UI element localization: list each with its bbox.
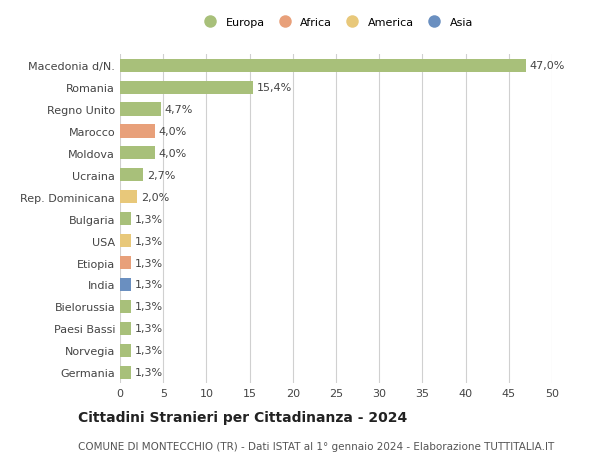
Bar	[120, 147, 155, 160]
Bar	[120, 278, 131, 291]
Bar	[120, 300, 131, 313]
Text: 4,0%: 4,0%	[158, 127, 186, 137]
Text: 2,0%: 2,0%	[141, 192, 169, 202]
Bar	[120, 103, 161, 116]
Text: 15,4%: 15,4%	[257, 83, 292, 93]
Bar	[120, 366, 131, 379]
Text: 1,3%: 1,3%	[134, 214, 163, 224]
Text: 4,7%: 4,7%	[164, 105, 193, 115]
Text: COMUNE DI MONTECCHIO (TR) - Dati ISTAT al 1° gennaio 2024 - Elaborazione TUTTITA: COMUNE DI MONTECCHIO (TR) - Dati ISTAT a…	[78, 441, 554, 451]
Text: 2,7%: 2,7%	[147, 170, 175, 180]
Bar	[120, 213, 131, 226]
Bar	[120, 169, 143, 182]
Text: 1,3%: 1,3%	[134, 324, 163, 334]
Text: 1,3%: 1,3%	[134, 367, 163, 377]
Text: Cittadini Stranieri per Cittadinanza - 2024: Cittadini Stranieri per Cittadinanza - 2…	[78, 411, 407, 425]
Text: 4,0%: 4,0%	[158, 149, 186, 158]
Text: 1,3%: 1,3%	[134, 302, 163, 312]
Bar	[120, 191, 137, 204]
Bar	[120, 125, 155, 138]
Text: 1,3%: 1,3%	[134, 346, 163, 355]
Text: 1,3%: 1,3%	[134, 236, 163, 246]
Bar	[120, 344, 131, 357]
Legend: Europa, Africa, America, Asia: Europa, Africa, America, Asia	[196, 15, 476, 31]
Text: 47,0%: 47,0%	[530, 61, 565, 71]
Bar	[120, 235, 131, 247]
Text: 1,3%: 1,3%	[134, 258, 163, 268]
Bar	[120, 60, 526, 73]
Bar	[120, 257, 131, 269]
Bar	[120, 81, 253, 95]
Bar	[120, 322, 131, 335]
Text: 1,3%: 1,3%	[134, 280, 163, 290]
